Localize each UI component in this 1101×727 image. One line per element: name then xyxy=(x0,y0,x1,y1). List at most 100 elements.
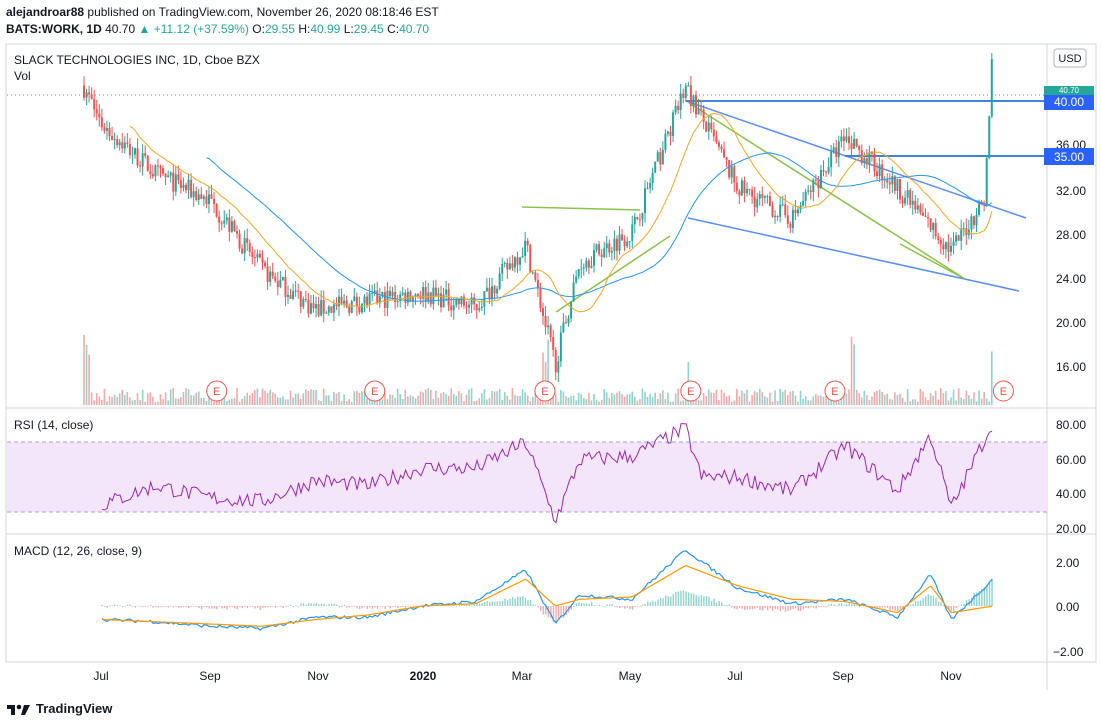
candle-body xyxy=(822,169,825,172)
volume-bar xyxy=(445,394,447,405)
volume-bar xyxy=(274,393,277,405)
candle-body xyxy=(809,190,812,192)
candle-body xyxy=(779,204,782,217)
volume-bar xyxy=(113,394,116,405)
macd-histogram-bar xyxy=(208,606,210,609)
candle-body xyxy=(205,196,208,204)
candle-body xyxy=(529,245,532,273)
candle-body xyxy=(786,215,789,225)
macd-histogram-bar xyxy=(481,603,483,606)
volume-bar xyxy=(562,391,565,405)
candle-body xyxy=(855,138,858,147)
footer-brand[interactable]: TradingView xyxy=(6,701,112,716)
candle-body xyxy=(149,171,152,175)
macd-histogram-bar xyxy=(759,606,761,611)
green-wedge-upper[interactable] xyxy=(688,102,966,280)
volume-bar xyxy=(766,397,769,405)
earnings-marker: E xyxy=(364,380,386,402)
volume-bar xyxy=(560,389,562,405)
green-triangle-top[interactable] xyxy=(521,206,641,211)
candle-body xyxy=(972,216,975,226)
macd-histogram-bar xyxy=(154,606,157,608)
candle-body xyxy=(932,222,935,230)
volume-bar xyxy=(432,398,435,405)
macd-histogram-bar xyxy=(779,606,782,612)
volume-bar xyxy=(488,398,491,405)
volume-bar xyxy=(233,398,236,405)
volume-bar xyxy=(636,400,639,405)
macd-histogram-bar xyxy=(496,601,499,606)
macd-histogram-bar xyxy=(399,606,402,608)
volume-bar xyxy=(146,393,149,405)
volume-bar xyxy=(718,400,720,405)
last-price: 40.70 xyxy=(105,22,136,36)
candle-body xyxy=(100,117,103,128)
earnings-marker-circle xyxy=(992,380,1014,402)
volume-bar xyxy=(899,393,901,405)
green-wedge-lower[interactable] xyxy=(899,243,966,280)
volume-bar xyxy=(279,397,282,405)
macd-histogram-bar xyxy=(341,606,343,607)
candle-body xyxy=(791,209,794,228)
candle-body xyxy=(539,288,542,309)
volume-bar xyxy=(537,399,539,405)
earnings-marker-label: E xyxy=(831,386,838,398)
volume-bar xyxy=(937,399,940,405)
macd-histogram-bar xyxy=(511,597,514,606)
macd-histogram-bar xyxy=(371,606,374,609)
macd-pane-title: MACD (12, 26, close, 9) xyxy=(14,544,142,558)
macd-histogram-bar xyxy=(305,604,307,606)
volume-bar xyxy=(121,389,124,405)
macd-histogram-bar xyxy=(680,590,682,606)
volume-bar xyxy=(802,398,804,405)
price-tick: 24.00 xyxy=(1056,272,1086,286)
macd-histogram-bar xyxy=(231,606,233,607)
candle-body xyxy=(692,95,695,107)
high-label: H: xyxy=(298,22,311,36)
macd-histogram-bar xyxy=(287,605,289,607)
green-triangle-bottom[interactable] xyxy=(555,235,671,313)
volume-bar xyxy=(761,392,764,405)
macd-histogram-bar xyxy=(562,606,565,618)
candle-body xyxy=(886,179,889,183)
candle-body xyxy=(315,304,318,309)
candle-body xyxy=(743,180,746,194)
macd-histogram-bar xyxy=(787,606,789,611)
candle-body xyxy=(220,222,223,224)
candle-body xyxy=(702,109,705,122)
macd-histogram-bar xyxy=(570,606,573,610)
earnings-marker-circle xyxy=(364,380,386,402)
macd-histogram-bar xyxy=(397,606,399,609)
candle-body xyxy=(368,293,371,305)
volume-bar xyxy=(769,392,771,405)
upper-trendline[interactable] xyxy=(685,100,1027,219)
macd-histogram-bar xyxy=(361,606,363,609)
macd-histogram-bar xyxy=(450,605,453,607)
volume-bar xyxy=(909,401,911,405)
macd-histogram-bar xyxy=(119,605,121,607)
macd-histogram-bar xyxy=(307,603,310,606)
currency-button[interactable]: USD xyxy=(1053,48,1087,68)
volume-bar xyxy=(605,392,608,405)
candle-body xyxy=(797,209,799,214)
candle-body xyxy=(590,265,593,268)
volume-bar xyxy=(736,388,738,405)
macd-histogram-bar xyxy=(973,593,975,606)
low-value: 29.45 xyxy=(353,22,384,36)
volume-bar xyxy=(271,392,274,405)
candle-body xyxy=(705,121,708,132)
volume-bar xyxy=(776,401,779,405)
volume-bar xyxy=(366,398,368,405)
macd-histogram-bar xyxy=(198,606,200,609)
candle-body xyxy=(845,136,848,142)
macd-histogram-bar xyxy=(165,606,167,607)
candle-body xyxy=(570,301,573,319)
volume-bar xyxy=(942,393,945,405)
author-name[interactable]: alejandroar88 xyxy=(6,5,85,19)
candle-body xyxy=(840,136,843,142)
volume-bar xyxy=(460,393,463,405)
macd-histogram-bar xyxy=(715,602,718,606)
volume-bar xyxy=(876,390,878,405)
volume-bar xyxy=(848,389,850,405)
